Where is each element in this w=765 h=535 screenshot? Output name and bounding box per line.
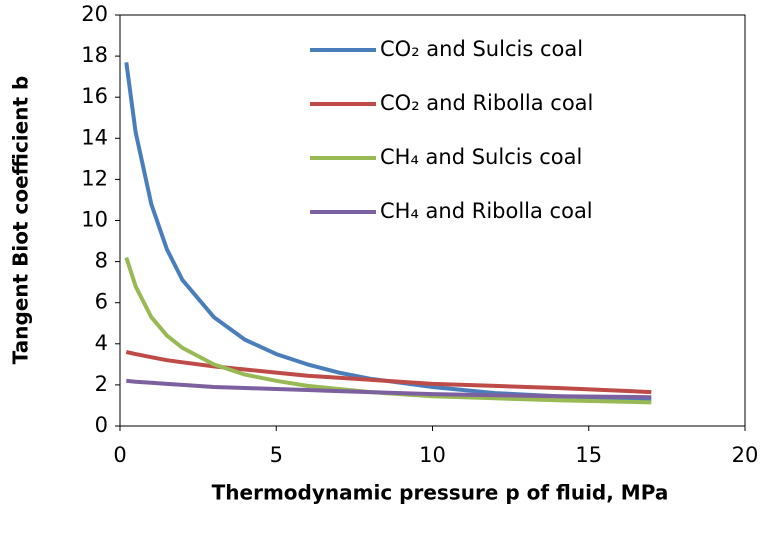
- legend-label: CO₂ and Sulcis coal: [380, 37, 583, 61]
- y-tick-label: 2: [95, 372, 108, 396]
- y-tick-label: 14: [81, 125, 108, 149]
- x-tick-label: 15: [575, 443, 602, 467]
- y-tick-label: 4: [95, 331, 108, 355]
- legend-label: CO₂ and Ribolla coal: [380, 91, 593, 115]
- legend-label: CH₄ and Ribolla coal: [380, 199, 593, 223]
- x-tick-label: 5: [270, 443, 283, 467]
- x-tick-label: 10: [419, 443, 446, 467]
- y-tick-label: 18: [81, 43, 108, 67]
- y-axis-title: Tangent Biot coefficient b: [9, 76, 33, 365]
- legend-label: CH₄ and Sulcis coal: [380, 145, 582, 169]
- y-tick-label: 8: [95, 249, 108, 273]
- y-tick-label: 6: [95, 290, 108, 314]
- y-tick-label: 20: [81, 2, 108, 26]
- x-tick-label: 0: [113, 443, 126, 467]
- series-line: [124, 256, 652, 405]
- series-line: [124, 62, 652, 402]
- y-tick-label: 12: [81, 166, 108, 190]
- x-axis-title: Thermodynamic pressure p of fluid, MPa: [212, 481, 669, 505]
- series-line: [126, 378, 652, 400]
- x-tick-label: 20: [732, 443, 759, 467]
- y-tick-label: 16: [81, 84, 108, 108]
- y-tick-label: 10: [81, 208, 108, 232]
- series-line: [125, 350, 652, 395]
- y-tick-label: 0: [95, 413, 108, 437]
